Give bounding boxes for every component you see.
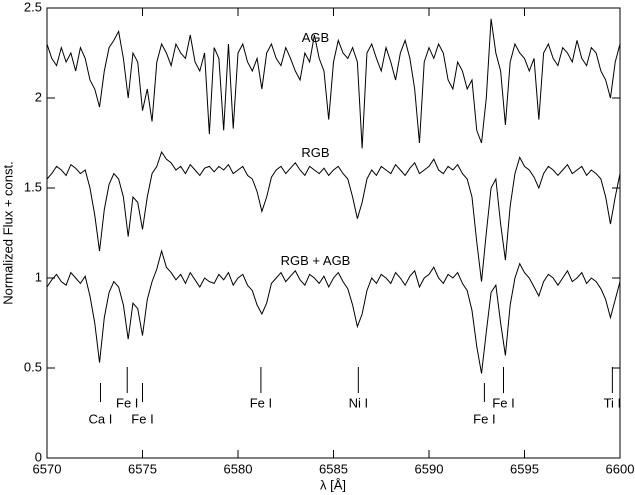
line-id-label: Ca I (89, 411, 113, 426)
spectrum-line (46, 249, 621, 374)
line-id-label: Fe I (250, 395, 272, 410)
line-id-label: Fe I (492, 395, 514, 410)
x-tick-label: 6600 (606, 461, 635, 476)
line-id-label: Fe I (473, 411, 495, 426)
y-tick-label: 1.5 (24, 179, 42, 194)
series-label: RGB + AGB (281, 253, 351, 268)
spectrum-line (46, 18, 621, 149)
x-tick-label: 6585 (319, 461, 348, 476)
line-id-label: Fe I (116, 395, 138, 410)
x-tick-label: 6575 (128, 461, 157, 476)
line-id-label: Fe I (131, 411, 153, 426)
x-tick-label: 6570 (33, 461, 62, 476)
spectrum-line (46, 150, 621, 282)
x-tick-label: 6590 (415, 461, 444, 476)
x-tick-label: 6580 (224, 461, 253, 476)
y-tick-label: 0.5 (24, 359, 42, 374)
line-id-label: Ti I (604, 395, 622, 410)
x-tick-label: 6595 (510, 461, 539, 476)
line-id-label: Ni I (349, 395, 369, 410)
series-label: AGB (302, 30, 329, 45)
y-tick-label: 2 (35, 89, 42, 104)
y-axis-title: Normalized Flux + const. (0, 161, 15, 304)
y-tick-label: 1 (35, 269, 42, 284)
y-tick-label: 2.5 (24, 0, 42, 14)
y-tick-label: 0 (35, 449, 42, 464)
series-label: RGB (301, 145, 329, 160)
x-axis-title: λ [Å] (320, 477, 346, 492)
plot-frame (46, 7, 621, 459)
